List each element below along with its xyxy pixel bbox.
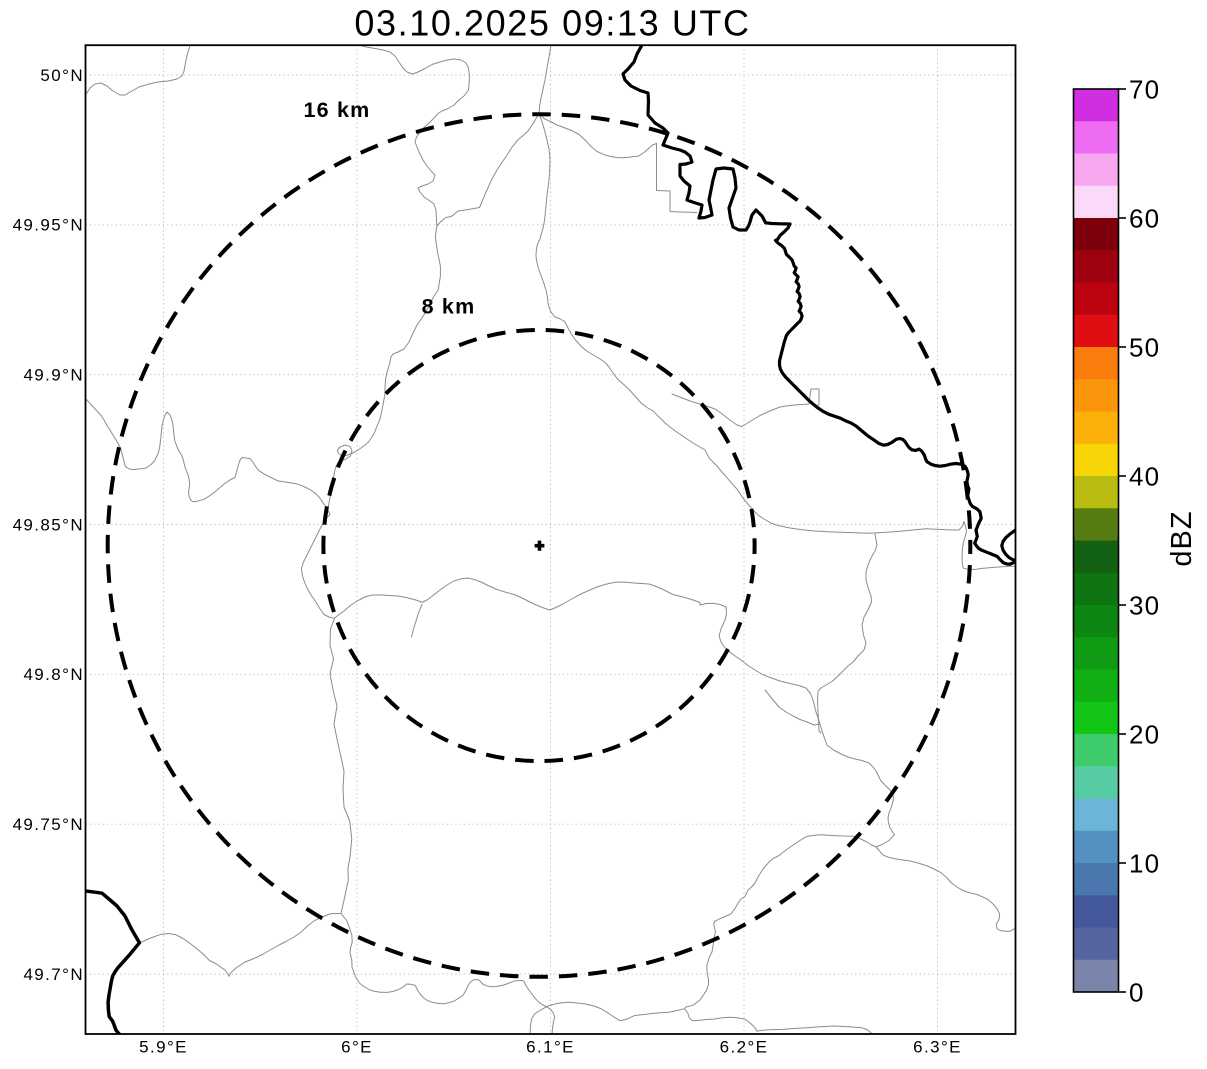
svg-text:50: 50 (1129, 332, 1160, 362)
svg-text:6.3°E: 6.3°E (913, 1038, 962, 1057)
svg-text:8 km: 8 km (422, 295, 476, 319)
svg-text:20: 20 (1129, 719, 1160, 749)
svg-text:30: 30 (1129, 590, 1160, 620)
svg-text:6.2°E: 6.2°E (720, 1038, 769, 1057)
svg-text:10: 10 (1129, 848, 1160, 878)
svg-text:16 km: 16 km (304, 98, 371, 122)
svg-text:40: 40 (1129, 461, 1160, 491)
svg-text:dBZ: dBZ (1166, 510, 1198, 566)
svg-text:49.9°N: 49.9°N (23, 366, 84, 385)
svg-text:6.1°E: 6.1°E (526, 1038, 575, 1057)
svg-text:49.75°N: 49.75°N (13, 815, 84, 834)
svg-text:70: 70 (1129, 74, 1160, 104)
svg-text:0: 0 (1129, 977, 1145, 1007)
svg-text:49.85°N: 49.85°N (13, 515, 84, 534)
svg-text:60: 60 (1129, 203, 1160, 233)
svg-text:49.7°N: 49.7°N (23, 965, 84, 984)
svg-text:49.95°N: 49.95°N (13, 216, 84, 235)
svg-text:50°N: 50°N (40, 66, 84, 85)
svg-text:5.9°E: 5.9°E (139, 1038, 188, 1057)
svg-text:03.10.2025 09:13 UTC: 03.10.2025 09:13 UTC (354, 3, 750, 44)
svg-text:6°E: 6°E (341, 1038, 373, 1057)
svg-text:49.8°N: 49.8°N (23, 665, 84, 684)
